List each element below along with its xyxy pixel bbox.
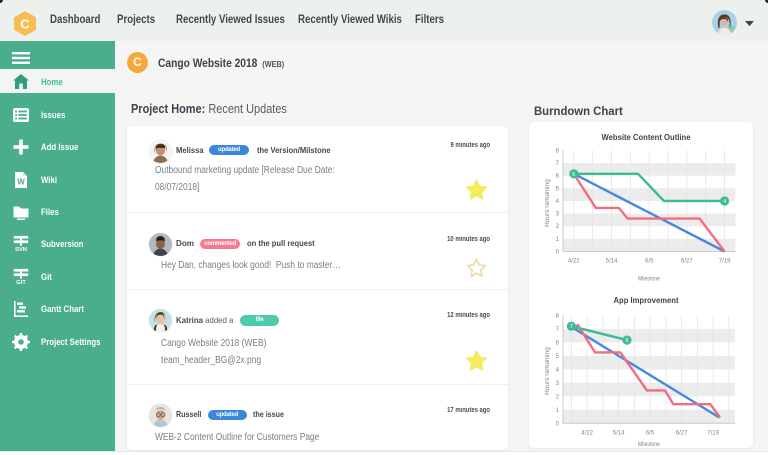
svg-text:4: 4 xyxy=(723,199,726,205)
svg-text:0: 0 xyxy=(556,250,560,256)
svg-text:1: 1 xyxy=(556,408,560,414)
svg-text:W: W xyxy=(17,177,25,186)
svg-text:2: 2 xyxy=(556,224,560,230)
svg-text:6: 6 xyxy=(556,174,560,180)
svg-text:3: 3 xyxy=(556,381,560,387)
svg-text:SVN: SVN xyxy=(15,247,27,253)
svg-text:4/22: 4/22 xyxy=(568,259,580,265)
svg-text:C: C xyxy=(20,17,30,32)
svg-text:3: 3 xyxy=(556,212,560,218)
svg-text:6/5: 6/5 xyxy=(646,430,655,436)
svg-text:Website Content Outline: Website Content Outline xyxy=(602,132,691,142)
svg-text:6/5: 6/5 xyxy=(645,259,654,265)
svg-text:Milestone: Milestone xyxy=(638,441,660,448)
svg-text:7: 7 xyxy=(570,324,573,330)
svg-text:8: 8 xyxy=(556,148,560,154)
svg-text:App Improvement: App Improvement xyxy=(614,295,679,305)
svg-text:5: 5 xyxy=(556,186,560,192)
svg-text:5: 5 xyxy=(556,354,560,360)
svg-text:6: 6 xyxy=(556,340,560,346)
svg-text:Hours remaining: Hours remaining xyxy=(544,179,551,227)
svg-text:8: 8 xyxy=(556,313,560,319)
svg-text:7: 7 xyxy=(556,327,560,333)
svg-text:6/27: 6/27 xyxy=(681,259,693,265)
svg-text:6/27: 6/27 xyxy=(676,430,688,436)
svg-text:4: 4 xyxy=(556,367,560,373)
svg-text:4/22: 4/22 xyxy=(581,430,593,436)
svg-text:6: 6 xyxy=(572,172,575,178)
svg-text:1: 1 xyxy=(556,237,560,243)
svg-text:7/19: 7/19 xyxy=(719,259,731,265)
svg-text:7: 7 xyxy=(556,161,560,167)
svg-text:6: 6 xyxy=(625,338,628,344)
svg-text:5/14: 5/14 xyxy=(613,430,625,436)
svg-text:Milestone: Milestone xyxy=(638,276,660,283)
svg-text:2: 2 xyxy=(556,394,560,400)
svg-text:5/14: 5/14 xyxy=(606,259,618,265)
svg-text:Hours remaining: Hours remaining xyxy=(544,347,551,395)
svg-text:0: 0 xyxy=(556,421,560,427)
svg-text:4: 4 xyxy=(556,199,560,205)
svg-text:7/19: 7/19 xyxy=(707,430,719,436)
svg-text:GIT: GIT xyxy=(16,280,26,286)
